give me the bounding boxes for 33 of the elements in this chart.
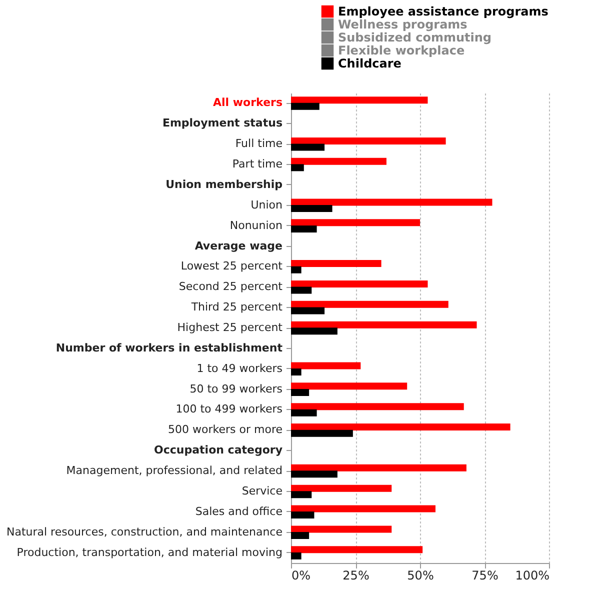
legend-label: Subsidized commuting xyxy=(338,30,492,44)
y-tick-label: Employment status xyxy=(162,116,283,130)
x-tick-label: 50% xyxy=(407,568,434,582)
y-tick-label: Union membership xyxy=(166,178,283,191)
y-tick-label: Lowest 25 percent xyxy=(180,260,284,273)
x-tick-label: 0% xyxy=(292,568,311,582)
legend-label: Wellness programs xyxy=(338,18,468,32)
y-tick-label: Production, transportation, and material moving xyxy=(16,546,282,559)
x-tick-label: 25% xyxy=(342,568,370,582)
y-tick-label: Nonunion xyxy=(230,218,283,232)
y-tick-label: Occupation category xyxy=(154,444,282,457)
y-tick-label: Union xyxy=(250,198,283,212)
y-tick-label: Third 25 percent xyxy=(190,300,284,314)
y-tick-label: Full time xyxy=(235,137,283,150)
y-tick-label: Highest 25 percent xyxy=(177,321,284,334)
y-tick-label: Service xyxy=(242,484,283,498)
y-tick-label: 100 to 499 workers xyxy=(176,402,283,416)
y-tick-label: Number of workers in establishment xyxy=(56,341,282,354)
y-tick-label: 50 to 99 workers xyxy=(190,382,283,396)
y-tick-label: Management, professional, and related xyxy=(66,464,282,478)
legend-label: Employee assistance programs xyxy=(338,4,548,18)
x-tick-label: 100% xyxy=(515,568,550,582)
y-tick-label: Part time xyxy=(232,158,283,171)
y-tick-label: Natural resources, construction, and maintenance xyxy=(6,525,283,538)
y-tick-label: Sales and office xyxy=(195,504,283,518)
y-tick-label: 1 to 49 workers xyxy=(196,362,283,375)
y-tick-label: Second 25 percent xyxy=(178,280,284,294)
x-tick-label: 75% xyxy=(472,568,498,582)
y-tick-label: All workers xyxy=(213,96,283,110)
legend-label: Childcare xyxy=(338,56,402,70)
legend-label: Flexible workplace xyxy=(338,44,465,58)
y-tick-label: 500 workers or more xyxy=(168,423,283,436)
y-tick-label: Average wage xyxy=(194,239,282,252)
